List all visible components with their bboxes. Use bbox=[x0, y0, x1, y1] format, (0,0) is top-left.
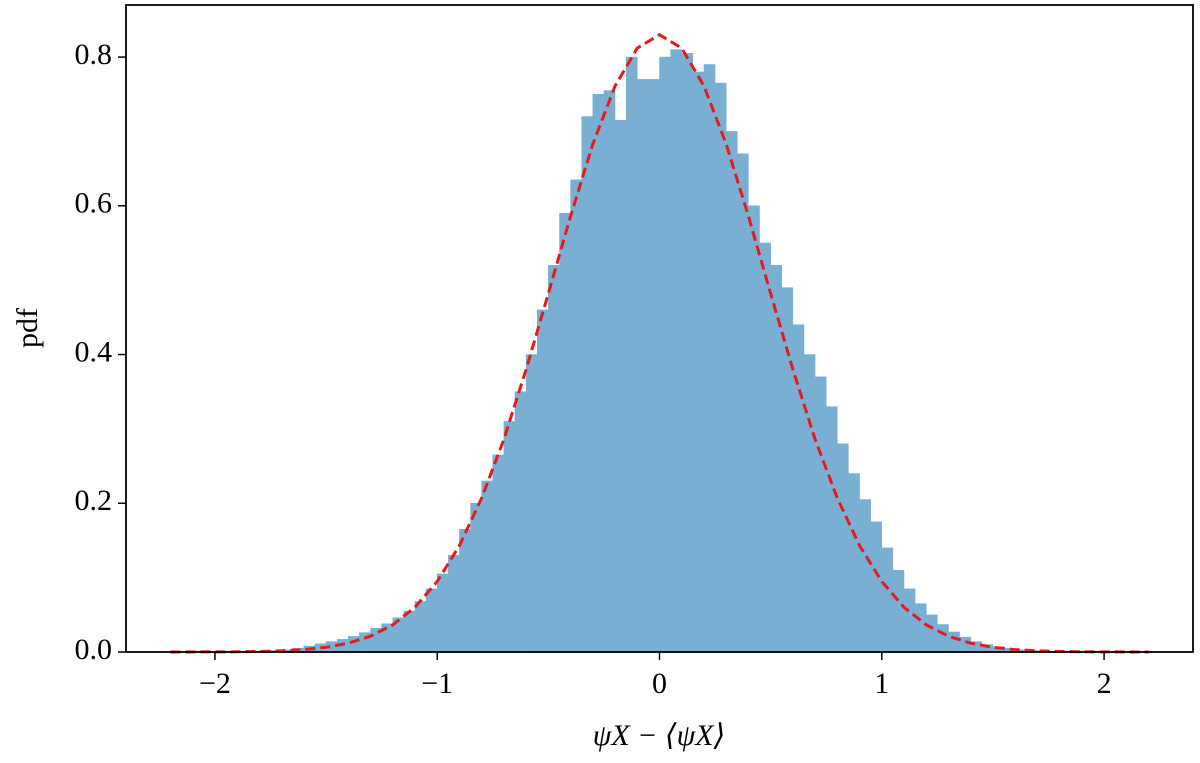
y-tick-label: 0.6 bbox=[75, 187, 113, 220]
histogram-bar bbox=[703, 64, 716, 653]
histogram-bar bbox=[625, 56, 638, 653]
histogram-bar bbox=[892, 569, 905, 653]
x-tick-label: 1 bbox=[874, 667, 889, 700]
y-tick-label: 0.2 bbox=[75, 484, 113, 517]
histogram-bar bbox=[792, 324, 805, 653]
histogram-bar bbox=[648, 79, 660, 653]
histogram-bar bbox=[659, 56, 671, 653]
y-tick-label: 0.8 bbox=[75, 38, 113, 71]
histogram-bar bbox=[692, 71, 705, 653]
histogram-bar bbox=[959, 636, 971, 653]
histogram-bar bbox=[470, 503, 482, 653]
histogram-bar bbox=[637, 79, 649, 653]
histogram-bar bbox=[914, 603, 927, 653]
histogram-bar bbox=[559, 212, 571, 653]
histogram-bar bbox=[670, 49, 682, 653]
histogram-bar bbox=[436, 573, 449, 653]
histogram-bar bbox=[548, 265, 560, 653]
histogram-bar bbox=[803, 354, 816, 653]
histogram-bar bbox=[748, 205, 760, 653]
histogram-bar bbox=[759, 242, 771, 653]
histogram-bar bbox=[714, 82, 727, 653]
x-tick-label: −1 bbox=[421, 667, 453, 700]
histogram-bar bbox=[448, 555, 460, 653]
histogram-bar bbox=[414, 601, 427, 653]
histogram-bar bbox=[737, 153, 749, 653]
x-tick-label: 0 bbox=[652, 667, 667, 700]
histogram-bar bbox=[514, 391, 527, 653]
histogram-bar bbox=[926, 614, 938, 653]
fit-curve bbox=[170, 32, 1149, 654]
histogram-bar bbox=[381, 623, 393, 653]
x-tick-label: −2 bbox=[199, 667, 231, 700]
histogram-bar bbox=[837, 443, 849, 653]
histogram-bar bbox=[492, 454, 505, 653]
histogram-bar bbox=[459, 529, 471, 653]
histogram-bar bbox=[870, 521, 883, 653]
histogram-bar bbox=[581, 116, 594, 653]
y-tick-label: 0.4 bbox=[75, 335, 113, 368]
histogram-bar bbox=[848, 473, 860, 653]
histogram-bar bbox=[592, 93, 605, 653]
histogram-bar bbox=[948, 631, 960, 653]
histogram-bar bbox=[481, 480, 494, 653]
histogram-bar bbox=[681, 53, 694, 653]
histogram-bar bbox=[725, 131, 738, 653]
histogram-bar bbox=[859, 499, 871, 653]
histogram-bar bbox=[937, 624, 949, 653]
histogram-bar bbox=[603, 90, 616, 653]
x-tick-label: 2 bbox=[1097, 667, 1112, 700]
histogram-bar bbox=[503, 421, 516, 653]
histogram-bar bbox=[881, 547, 894, 653]
histogram-bar bbox=[614, 120, 627, 653]
x-axis-label: ψX − ⟨ψX⟩ bbox=[593, 719, 726, 752]
histogram-bar bbox=[403, 610, 416, 653]
y-tick-label: 0.0 bbox=[75, 633, 113, 666]
histogram-bar bbox=[525, 354, 538, 653]
histogram-bar bbox=[781, 287, 794, 653]
histogram-bar bbox=[814, 376, 827, 653]
histogram-bar bbox=[570, 179, 582, 653]
histogram-bar bbox=[536, 309, 549, 653]
histogram-bar bbox=[425, 588, 438, 653]
histogram-bar bbox=[825, 406, 838, 653]
y-axis-label: pdf bbox=[11, 308, 44, 348]
histogram-bar bbox=[903, 588, 916, 653]
